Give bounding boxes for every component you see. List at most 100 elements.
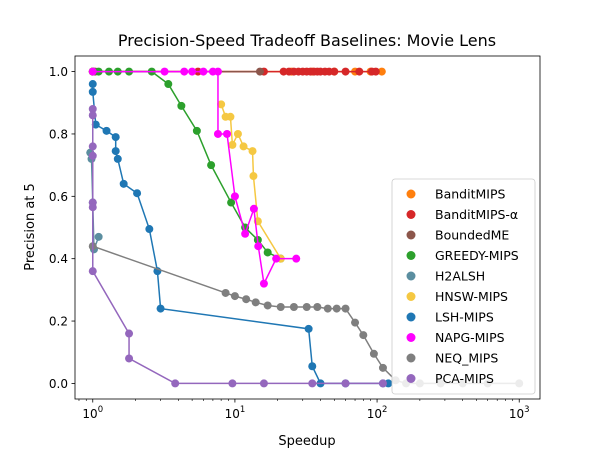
- legend-label: NAPG-MIPS: [435, 330, 505, 345]
- x-axis-label: Speedup: [278, 434, 335, 449]
- data-point: [160, 67, 169, 76]
- legend-marker: [406, 271, 416, 281]
- y-tick-label: 0.8: [49, 127, 68, 141]
- legend-entry: BanditMIPS: [406, 187, 505, 202]
- x-tick-label: 101: [225, 405, 246, 421]
- data-point: [377, 67, 386, 76]
- legend-entry: GREEDY-MIPS: [406, 248, 519, 263]
- legend-label: PCA-MIPS: [435, 371, 494, 386]
- legend-marker: [406, 333, 416, 342]
- data-point: [302, 303, 311, 312]
- legend-label: LSH-MIPS: [435, 310, 494, 325]
- data-point: [88, 267, 97, 276]
- axes: 100 101 102 103 0.0 0.2 0.4 0.6 0.8 1.0: [49, 55, 541, 421]
- data-point: [369, 349, 378, 358]
- series-7: [88, 67, 301, 288]
- legend-entry: HNSW-MIPS: [406, 289, 508, 304]
- data-point: [164, 80, 173, 89]
- y-axis-label: Precision at 5: [23, 183, 38, 271]
- data-point: [180, 67, 189, 76]
- legend-label: GREEDY-MIPS: [435, 248, 519, 263]
- data-point: [351, 318, 360, 327]
- data-point: [292, 254, 301, 263]
- data-point: [304, 324, 313, 333]
- data-point: [248, 147, 257, 156]
- data-point: [113, 154, 122, 163]
- legend-marker: [406, 230, 416, 240]
- x-tick-label: 103: [509, 405, 530, 421]
- data-point: [111, 147, 120, 156]
- data-point: [259, 379, 268, 388]
- data-point: [213, 129, 222, 138]
- data-point: [255, 67, 264, 76]
- data-point: [145, 225, 154, 234]
- data-point: [133, 189, 142, 198]
- data-point: [323, 304, 332, 313]
- data-point: [88, 151, 97, 160]
- legend-marker: [406, 292, 416, 301]
- data-point: [241, 229, 250, 238]
- data-point: [242, 295, 251, 304]
- legend-entry: BoundedME: [406, 228, 509, 243]
- data-point: [330, 67, 339, 76]
- data-point: [88, 105, 97, 114]
- data-point: [227, 198, 236, 207]
- data-point: [228, 379, 237, 388]
- series-6: [88, 80, 393, 388]
- data-point: [94, 232, 103, 241]
- legend-entry: NEQ_MIPS: [406, 351, 498, 366]
- data-point: [102, 126, 111, 135]
- legend-label: NEQ_MIPS: [435, 351, 498, 366]
- legend-entry: H2ALSH: [406, 269, 485, 284]
- data-point: [88, 67, 97, 76]
- legend-entry: NAPG-MIPS: [406, 330, 505, 345]
- data-point: [228, 140, 237, 149]
- data-point: [341, 379, 350, 388]
- data-point: [371, 67, 380, 76]
- data-point: [125, 354, 134, 363]
- series-5: [217, 100, 285, 263]
- y-tick-label: 0.4: [49, 252, 68, 266]
- data-point: [88, 111, 97, 120]
- data-point: [254, 242, 263, 251]
- data-point: [355, 67, 364, 76]
- data-point: [359, 331, 368, 340]
- legend-marker: [406, 374, 416, 383]
- data-point: [378, 363, 387, 372]
- legend-entry: PCA-MIPS: [406, 371, 494, 386]
- legend-entry: BanditMIPS-α: [406, 207, 518, 222]
- data-point: [207, 161, 216, 170]
- data-point: [263, 301, 272, 310]
- data-point: [125, 329, 134, 338]
- data-point: [272, 254, 281, 263]
- y-tick-label: 0.6: [49, 190, 68, 204]
- legend-marker: [406, 210, 416, 219]
- data-point: [177, 101, 186, 110]
- axes-frame: [74, 55, 541, 400]
- legend-label: BanditMIPS: [435, 187, 505, 202]
- data-point: [239, 142, 248, 151]
- series-line: [92, 109, 383, 385]
- legend-marker: [406, 353, 416, 363]
- data-point: [111, 133, 120, 142]
- data-point: [88, 142, 97, 151]
- legend-label: BoundedME: [435, 228, 509, 243]
- data-point: [249, 204, 258, 213]
- chart-title: Precision-Speed Tradeoff Baselines: Movi…: [118, 31, 496, 50]
- data-point: [230, 292, 239, 301]
- data-point: [308, 379, 317, 388]
- data-point: [88, 203, 97, 212]
- y-tick-label: 0.2: [49, 315, 68, 329]
- legend: BanditMIPS BanditMIPS-α BoundedME GREEDY-MI…: [391, 178, 536, 395]
- y-tick-label: 1.0: [49, 65, 68, 79]
- data-point: [233, 129, 242, 138]
- data-point: [88, 87, 97, 96]
- legend-marker: [406, 189, 416, 199]
- data-point: [192, 126, 201, 135]
- data-point: [217, 100, 226, 109]
- legend-label: BanditMIPS-α: [435, 207, 518, 222]
- legend-marker: [406, 251, 416, 260]
- x-tick-label: 102: [367, 405, 388, 421]
- data-point: [378, 379, 387, 388]
